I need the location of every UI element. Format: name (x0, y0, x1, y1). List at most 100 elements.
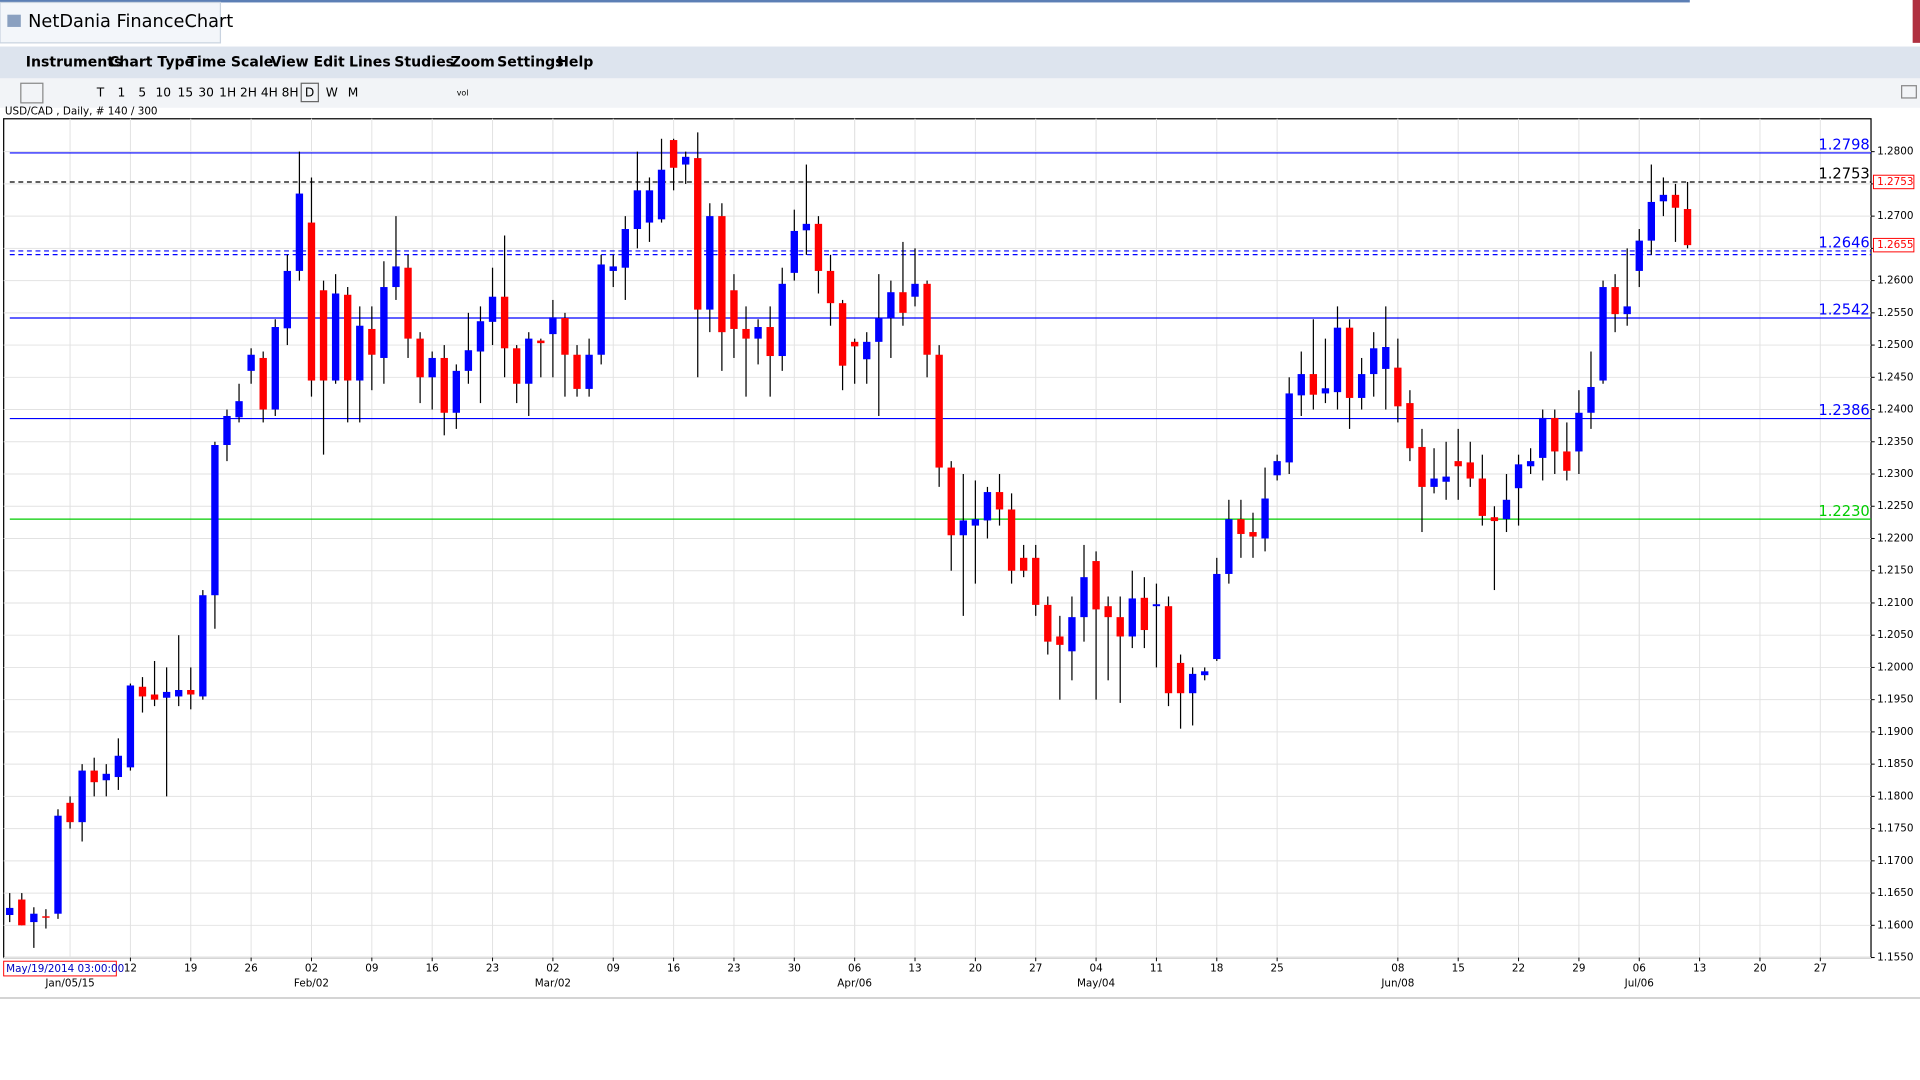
candle-body (162, 691, 171, 698)
candle-body (887, 292, 895, 318)
tool-button-label[interactable]: W (326, 86, 338, 100)
tool-button-label[interactable]: 30 (198, 86, 214, 100)
candle-body (694, 158, 702, 310)
candle-body (114, 755, 123, 778)
candle-body (1188, 673, 1197, 694)
y-tick-label: 1.2050 (1877, 629, 1913, 641)
candle-body (838, 303, 847, 366)
x-tick-label: 09 (607, 963, 620, 975)
menu-item[interactable]: Help (557, 54, 593, 70)
candle-body (1430, 478, 1438, 487)
candle-body (1152, 604, 1161, 607)
candle-body (609, 266, 617, 271)
candle-body (500, 296, 509, 349)
price-marker-label: 1.2655 (1877, 239, 1913, 251)
y-tick-label: 1.2100 (1877, 597, 1913, 609)
candle-body (1599, 287, 1607, 381)
menu-item[interactable]: Edit (313, 54, 345, 70)
candle-body (850, 341, 859, 347)
candle-body (1164, 606, 1173, 694)
candle-body (971, 519, 980, 526)
x-major-label: Jul/06 (1624, 977, 1654, 989)
candle-body (1019, 557, 1028, 571)
labels: 1.28001.27501.27001.26501.26001.25501.25… (3, 137, 1915, 989)
tool-button-label[interactable]: M (348, 86, 359, 100)
candle-body (283, 270, 292, 329)
tool-button-label[interactable]: 1H (219, 86, 236, 100)
title-tab (0, 1, 222, 44)
candle-body (211, 445, 219, 596)
candle-body (1213, 573, 1221, 660)
candle-body (126, 685, 135, 768)
cursor-date-box (3, 960, 117, 977)
tool-button-label[interactable]: 1 (118, 86, 126, 100)
y-tick-label: 1.1650 (1877, 887, 1913, 899)
candle-body (1056, 636, 1064, 645)
tool-button-label[interactable]: 15 (178, 86, 194, 100)
candle-body (1249, 532, 1257, 537)
x-tick-label: 23 (486, 963, 499, 975)
candle-body (1647, 201, 1656, 241)
candle-body (138, 686, 147, 697)
menu-item[interactable]: Zoom (451, 54, 495, 70)
x-tick-label: 06 (1633, 963, 1646, 975)
candle-body (1466, 462, 1474, 479)
candle-body (1370, 348, 1378, 375)
x-tick-label: 23 (727, 963, 740, 975)
tool-button-label[interactable]: T (96, 86, 105, 100)
menu-item[interactable]: Settings (497, 54, 563, 70)
tool-button-label[interactable]: 5 (138, 86, 146, 100)
x-tick-label: 30 (788, 963, 801, 975)
y-tick-label: 1.2350 (1877, 436, 1913, 448)
y-tick-label: 1.1700 (1877, 855, 1913, 867)
tool-button-label[interactable]: 8H (282, 86, 299, 100)
tool-button[interactable] (300, 82, 319, 103)
menu-item[interactable]: View (271, 54, 309, 70)
y-tick-label: 1.2150 (1877, 565, 1913, 577)
tool-button-label[interactable]: 4H (261, 86, 278, 100)
candle-body (754, 327, 762, 339)
tool-button-label[interactable]: D (305, 86, 314, 100)
candle-body (1104, 606, 1112, 618)
tool-button-label[interactable]: 2H (240, 86, 257, 100)
candle-body (150, 694, 159, 700)
candle-body (1080, 577, 1088, 618)
menu-item[interactable]: Studies (394, 54, 454, 70)
tool-button[interactable] (1901, 85, 1917, 99)
tool-button-label[interactable]: 10 (156, 86, 172, 100)
candle-body (1563, 451, 1571, 471)
edge-mark (1912, 0, 1920, 43)
candle-body (54, 815, 62, 914)
candle-body (66, 802, 74, 823)
candle-body (1418, 446, 1426, 487)
x-major-label: Mar/02 (535, 977, 571, 989)
candle-body (1068, 617, 1076, 652)
tool-button[interactable] (20, 82, 44, 104)
y-tick-label: 1.2200 (1877, 532, 1913, 544)
menu-item[interactable]: Instruments (26, 54, 123, 70)
candle-body (223, 415, 231, 446)
y-tick-label: 1.1850 (1877, 758, 1913, 770)
tool-button-label[interactable]: vol (457, 89, 469, 98)
candle-body (585, 354, 593, 389)
candle-body (573, 354, 581, 389)
level-label: 1.2542 (1818, 302, 1869, 319)
candle-body (30, 913, 38, 923)
menu-item[interactable]: Chart Type (109, 54, 194, 70)
x-major-label: Apr/06 (837, 977, 872, 989)
candle-body (356, 325, 364, 381)
candle-body (1285, 393, 1293, 463)
menu-item[interactable]: Time Scale (187, 54, 273, 70)
x-tick-label: 26 (245, 963, 258, 975)
candle-body (513, 348, 521, 384)
candle-body (295, 193, 304, 271)
candle-body (344, 294, 352, 381)
candle-body (1116, 617, 1124, 637)
candle-body (911, 283, 919, 297)
candle-body (1128, 598, 1136, 637)
candle-body (814, 223, 823, 271)
app-icon (7, 14, 21, 27)
candle-body (1514, 464, 1523, 489)
menu-item[interactable]: Lines (349, 54, 391, 70)
candle-body (995, 492, 1004, 510)
